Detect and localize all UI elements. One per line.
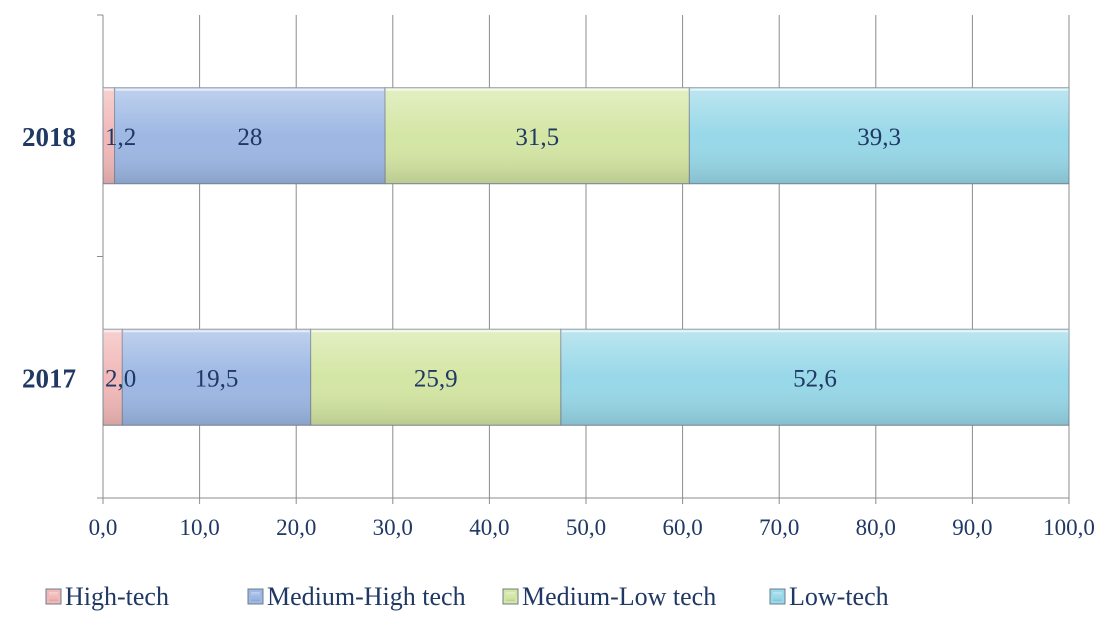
legend-swatch-shade <box>49 592 58 601</box>
data-label-low-tech-2017: 52,6 <box>793 365 837 392</box>
data-label-high-tech-2018: 1,2 <box>105 124 136 151</box>
legend-swatch-shade <box>251 592 260 601</box>
bar-low-tech-2018-shade <box>689 87 1069 184</box>
axes: 0,0 10,0 20,0 30,0 40,0 50,0 60,0 70,0 80,0 90,0 1… <box>22 14 1095 540</box>
x-tick-label: 10,0 <box>179 515 219 540</box>
data-label-low-tech-2018: 39,3 <box>857 124 901 151</box>
legend-item-medium-high-tech: Medium-High tech <box>247 582 466 611</box>
bar-high-tech-2018-shade <box>103 87 115 184</box>
x-tick-label: 0,0 <box>89 515 118 540</box>
x-tick-label: 50,0 <box>566 515 606 540</box>
data-label-medium-high-tech-2018: 28 <box>237 124 262 151</box>
x-tick-label: 70,0 <box>759 515 799 540</box>
bars <box>102 87 1070 426</box>
bar-medium-high-tech-2018-shade <box>114 87 386 184</box>
data-label-medium-low-tech-2018: 31,5 <box>515 124 559 151</box>
x-tick-label: 20,0 <box>276 515 316 540</box>
legend-item-medium-low-tech: Medium-Low tech <box>502 582 716 611</box>
legend-label: High-tech <box>65 582 169 611</box>
legend-label: Medium-High tech <box>267 582 466 611</box>
legend-item-high-tech: High-tech <box>45 582 169 611</box>
x-tick-label: 40,0 <box>469 515 509 540</box>
x-tick-label: 30,0 <box>373 515 413 540</box>
legend-swatch-shade <box>773 592 782 601</box>
x-tick-label: 80,0 <box>856 515 896 540</box>
bar-medium-high-tech-2017-shade <box>122 329 311 426</box>
x-tick-label: 90,0 <box>952 515 992 540</box>
legend-label: Low-tech <box>789 582 889 611</box>
x-tick-label: 60,0 <box>662 515 702 540</box>
y-category-label: 2018 <box>22 122 76 152</box>
bar-high-tech-2017-shade <box>103 329 123 426</box>
legend-swatch-shade <box>506 592 515 601</box>
bar-medium-low-tech-2017-shade <box>310 329 561 426</box>
x-tick-label: 100,0 <box>1043 515 1095 540</box>
y-category-label: 2017 <box>22 363 76 393</box>
bar-medium-low-tech-2018-shade <box>385 87 690 184</box>
bar-low-tech-2017-shade <box>560 329 1069 426</box>
legend: High-tech Medium-High tech Medium-Low tech… <box>45 582 889 611</box>
data-label-high-tech-2017: 2,0 <box>105 365 136 392</box>
data-labels: 2,0 19,5 25,9 52,6 1,2 28 31,5 39,3 <box>105 124 901 393</box>
data-label-medium-high-tech-2017: 19,5 <box>195 365 239 392</box>
legend-label: Medium-Low tech <box>522 582 716 611</box>
data-label-medium-low-tech-2017: 25,9 <box>414 365 458 392</box>
legend-item-low-tech: Low-tech <box>769 582 889 611</box>
